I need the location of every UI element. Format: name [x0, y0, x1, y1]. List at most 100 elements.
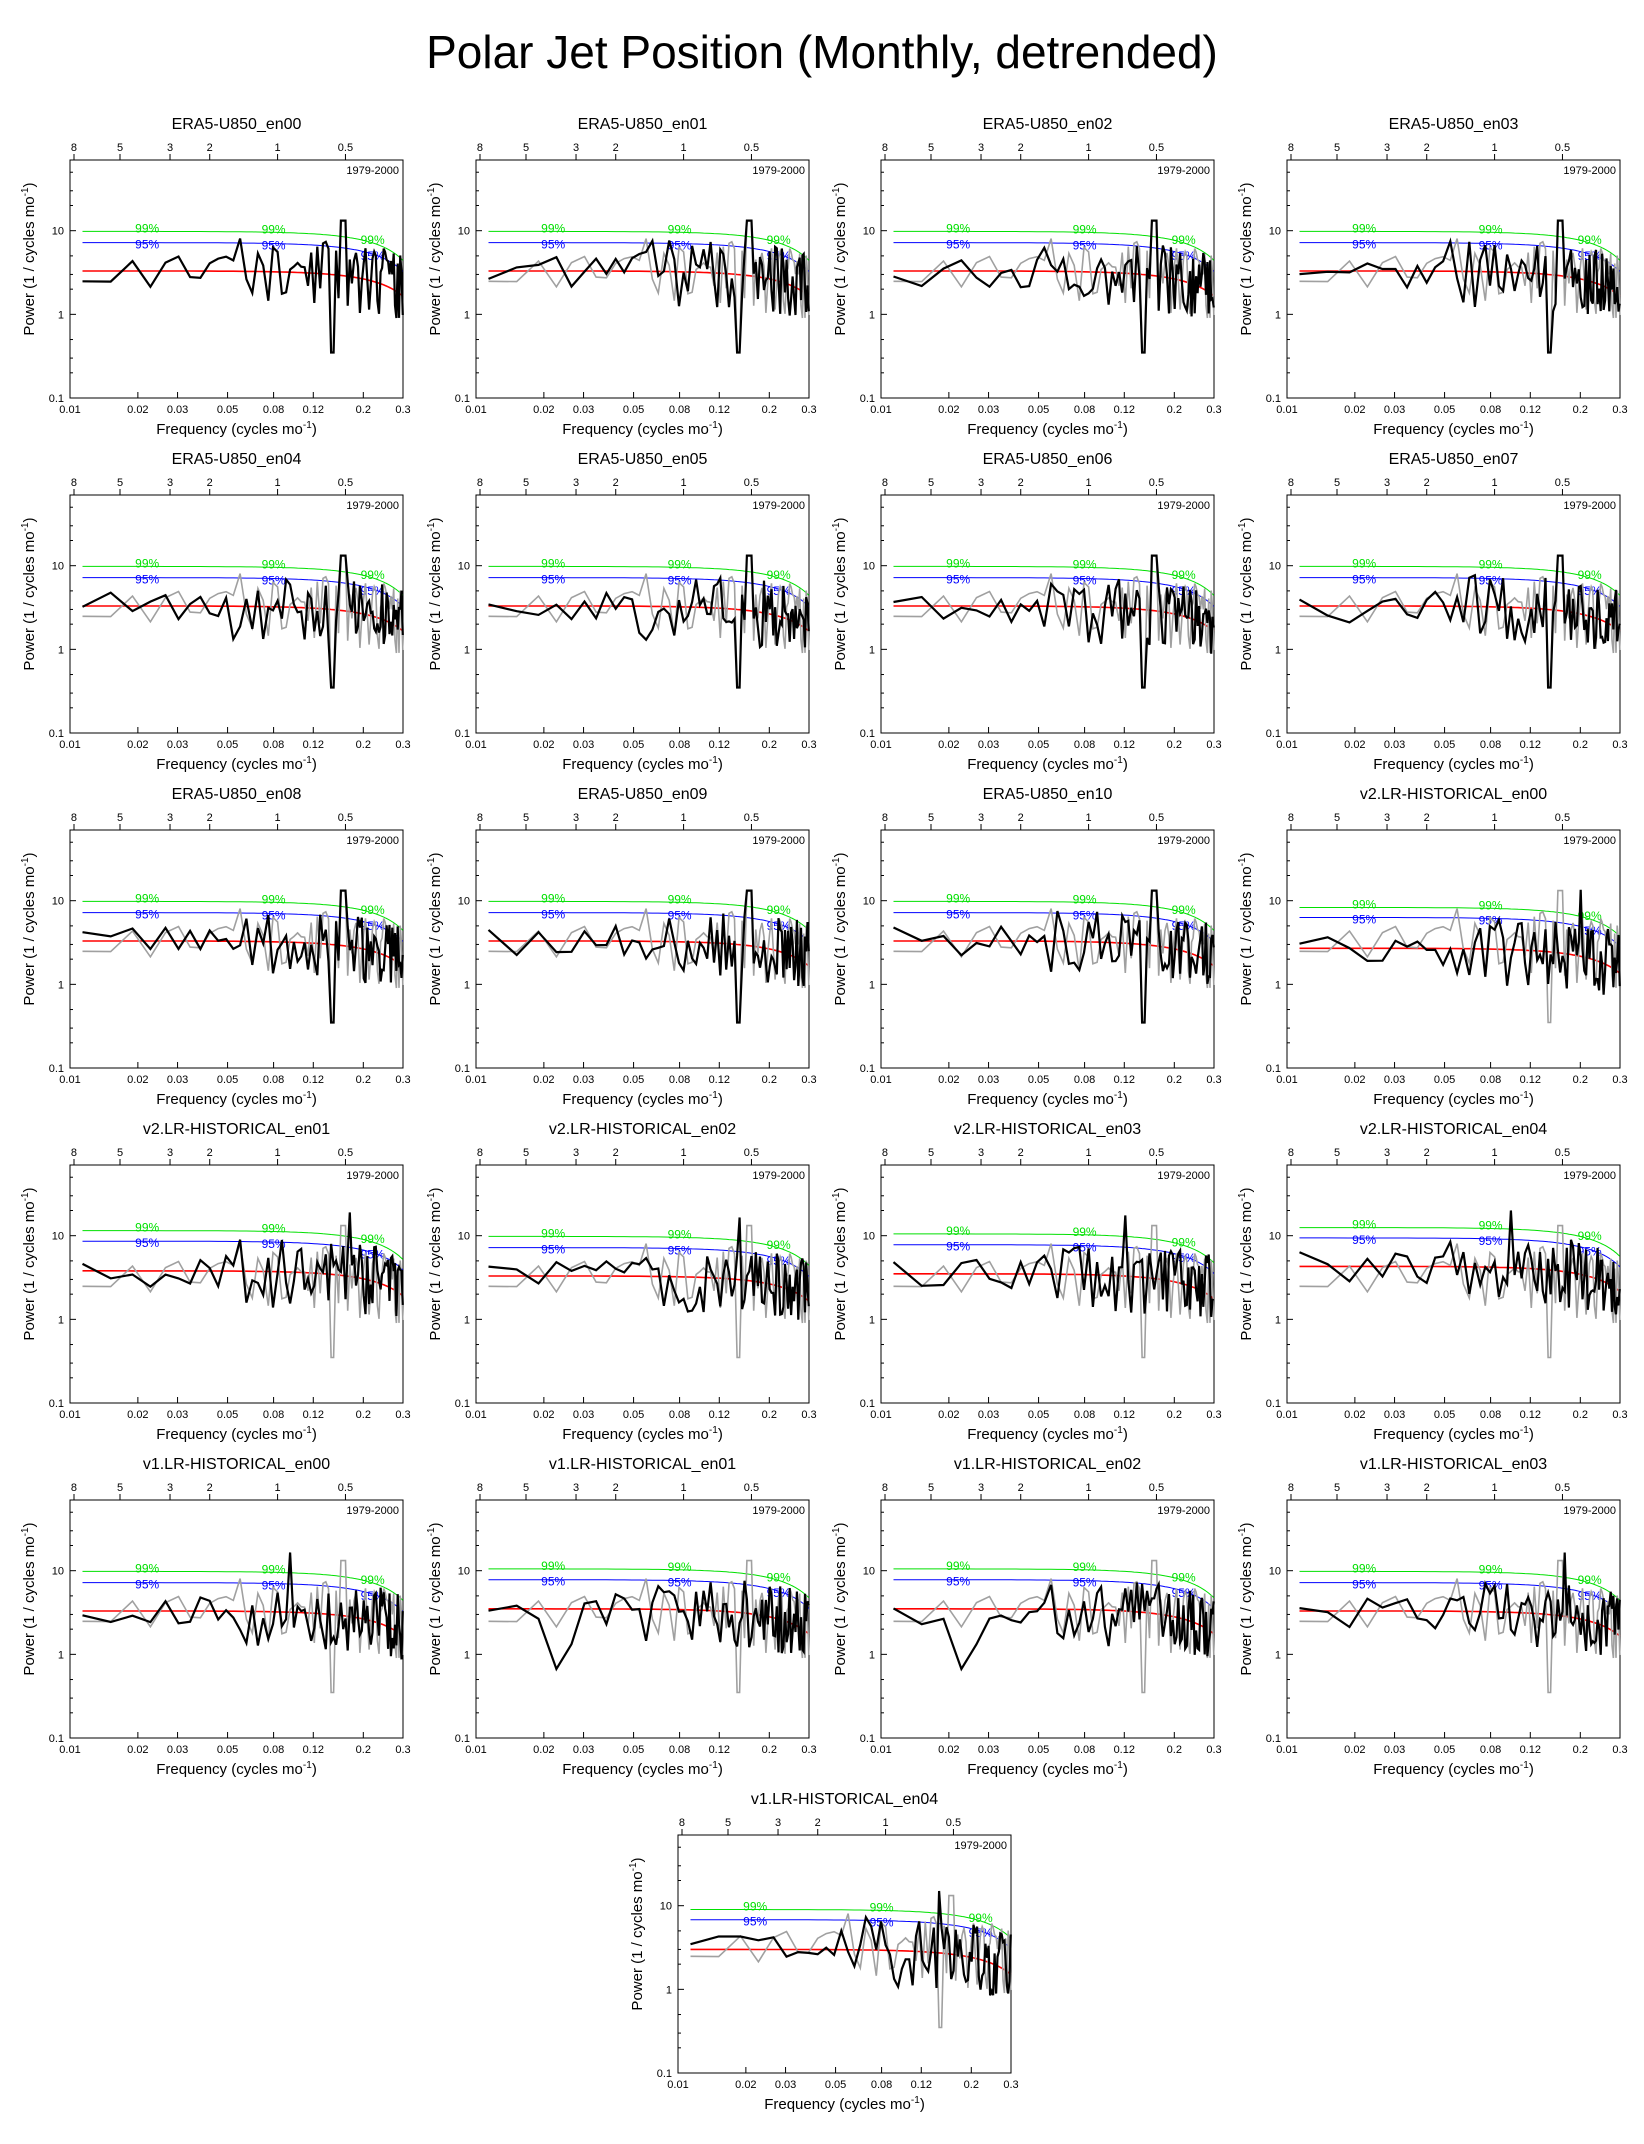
x-tick-label: 0.2 — [1167, 404, 1182, 416]
sig95-label: 95% — [541, 1575, 565, 1589]
y-tick-label: 1 — [58, 644, 64, 656]
x-tick-label: 0.12 — [303, 1409, 324, 1421]
period-label: 1979-2000 — [1157, 500, 1210, 512]
y-axis-label: Power (1 / cycles mo-1) — [831, 517, 849, 670]
top-tick-label: 0.5 — [1555, 142, 1570, 154]
y-tick-label: 1 — [1275, 644, 1281, 656]
x-tick-label: 0.08 — [871, 2079, 892, 2091]
reference-series — [82, 219, 404, 354]
sig99-line — [82, 1570, 404, 1601]
top-tick-label: 5 — [928, 477, 934, 489]
y-tick-label: 1 — [464, 1314, 470, 1326]
x-tick-label: 0.12 — [1114, 1409, 1135, 1421]
y-axis-label: Power (1 / cycles mo-1) — [426, 1522, 444, 1675]
x-tick-label: 0.12 — [303, 404, 324, 416]
y-axis-label: Power (1 / cycles mo-1) — [20, 1522, 38, 1675]
x-tick-label: 0.2 — [762, 1074, 777, 1086]
period-label: 1979-2000 — [1563, 1505, 1616, 1517]
sig99-label: 99% — [541, 556, 565, 570]
top-tick-label: 3 — [573, 142, 579, 154]
sig95-label: 95% — [946, 1575, 970, 1589]
x-tick-label: 0.03 — [1384, 404, 1405, 416]
period-label: 1979-2000 — [752, 835, 805, 847]
top-tick-label: 1 — [275, 477, 281, 489]
x-tick-label: 0.05 — [1028, 1409, 1049, 1421]
top-tick-label: 3 — [167, 142, 173, 154]
sig95-label: 95% — [1479, 1234, 1503, 1248]
x-tick-label: 0.12 — [911, 2079, 932, 2091]
top-tick-label: 5 — [1334, 1147, 1340, 1159]
sig99-label: 99% — [262, 222, 286, 236]
x-tick-label: 0.01 — [465, 1074, 486, 1086]
sig95-label: 95% — [1578, 1244, 1602, 1258]
x-tick-label: 0.05 — [217, 1074, 238, 1086]
chart-panel: v1.LR-HISTORICAL_en02 8 5 3 2 1 0.5 1979-2000 0.… — [831, 1456, 1222, 1778]
sig99-line — [488, 230, 810, 261]
sig99-label: 99% — [1073, 892, 1097, 906]
plot-frame — [1286, 494, 1621, 734]
y-tick-label: 1 — [869, 309, 875, 321]
top-tick-label: 0.5 — [338, 812, 353, 824]
sig99-label: 99% — [1073, 1225, 1097, 1239]
x-tick-label: 0.3 — [395, 1744, 410, 1756]
x-tick-label: 0.3 — [801, 739, 816, 751]
reference-series — [893, 219, 1215, 354]
top-tick-label: 8 — [1288, 1147, 1294, 1159]
top-tick-label: 0.5 — [338, 477, 353, 489]
top-tick-label: 3 — [1384, 1147, 1390, 1159]
x-tick-label: 0.12 — [709, 739, 730, 751]
chart-panel: v2.LR-HISTORICAL_en03 8 5 3 2 1 0.5 1979-2000 0.… — [831, 1121, 1222, 1443]
x-tick-label: 0.02 — [533, 739, 554, 751]
chart-panel: ERA5-U850_en10 8 5 3 2 1 0.5 1979-2000 0.01 0.02 0… — [831, 786, 1222, 1108]
y-tick-label: 0.1 — [49, 1063, 64, 1075]
top-tick-label: 5 — [523, 1147, 529, 1159]
x-tick-label: 0.05 — [1028, 1074, 1049, 1086]
x-tick-label: 0.12 — [1520, 404, 1541, 416]
top-tick-label: 3 — [775, 1817, 781, 1829]
sig99-label: 99% — [1352, 897, 1376, 911]
plot-frame — [880, 829, 1215, 1069]
panels: ERA5-U850_en00 8 5 3 2 1 0.5 1979-2000 0.01 0.02 0… — [20, 116, 1628, 2113]
red-noise-line — [893, 270, 1215, 297]
x-tick-label: 0.3 — [1206, 1409, 1221, 1421]
x-tick-label: 0.05 — [1028, 739, 1049, 751]
y-tick-label: 0.1 — [860, 393, 875, 405]
top-tick-label: 8 — [882, 142, 888, 154]
sig95-line — [893, 912, 1215, 942]
period-label: 1979-2000 — [346, 165, 399, 177]
x-tick-label: 0.03 — [167, 1744, 188, 1756]
x-tick-label: 0.12 — [1114, 739, 1135, 751]
panel-title: v1.LR-HISTORICAL_en02 — [954, 1456, 1141, 1473]
y-tick-label: 10 — [863, 561, 875, 573]
sig95-line — [1299, 1237, 1621, 1268]
sig99-label: 99% — [767, 903, 791, 917]
top-tick-label: 1 — [275, 812, 281, 824]
panel-title: v2.LR-HISTORICAL_en02 — [549, 1121, 736, 1138]
sig95-label: 95% — [743, 1915, 767, 1929]
top-tick-label: 3 — [978, 812, 984, 824]
chart-panel: v1.LR-HISTORICAL_en04 8 5 3 2 1 0.5 1979-2000 0.… — [628, 1791, 1019, 2113]
top-tick-label: 5 — [523, 812, 529, 824]
x-tick-label: 0.05 — [1434, 1744, 1455, 1756]
y-axis-label: Power (1 / cycles mo-1) — [426, 1187, 444, 1340]
y-axis-label: Power (1 / cycles mo-1) — [20, 1187, 38, 1340]
top-tick-label: 5 — [928, 812, 934, 824]
sig99-label: 99% — [135, 221, 159, 235]
top-tick-label: 5 — [117, 1147, 123, 1159]
sig99-line — [893, 1233, 1215, 1264]
x-tick-label: 0.08 — [669, 404, 690, 416]
sig99-label: 99% — [1479, 1562, 1503, 1576]
top-tick-label: 3 — [1384, 142, 1390, 154]
y-tick-label: 0.1 — [1266, 1398, 1281, 1410]
y-tick-label: 10 — [458, 1566, 470, 1578]
top-tick-label: 5 — [523, 477, 529, 489]
x-tick-label: 0.08 — [263, 1074, 284, 1086]
y-tick-label: 0.1 — [1266, 393, 1281, 405]
top-tick-label: 0.5 — [338, 142, 353, 154]
top-tick-label: 1 — [681, 1147, 687, 1159]
period-label: 1979-2000 — [752, 165, 805, 177]
y-tick-label: 1 — [464, 309, 470, 321]
top-tick-label: 5 — [725, 1817, 731, 1829]
top-tick-label: 1 — [1492, 142, 1498, 154]
